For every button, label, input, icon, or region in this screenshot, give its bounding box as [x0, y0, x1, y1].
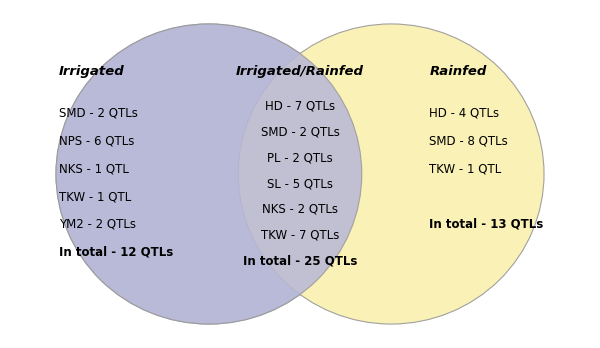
Ellipse shape [56, 24, 362, 324]
Text: Irrigated: Irrigated [59, 65, 125, 78]
Text: Irrigated/Rainfed: Irrigated/Rainfed [236, 65, 364, 78]
Text: TKW - 1 QTL: TKW - 1 QTL [430, 162, 502, 175]
Text: Rainfed: Rainfed [430, 65, 487, 78]
Ellipse shape [56, 24, 362, 324]
Text: SMD - 2 QTLs: SMD - 2 QTLs [59, 106, 138, 119]
Text: SMD - 2 QTLs: SMD - 2 QTLs [260, 125, 340, 138]
Text: TKW - 1 QTL: TKW - 1 QTL [59, 190, 131, 203]
Text: TKW - 7 QTLs: TKW - 7 QTLs [261, 229, 339, 242]
Ellipse shape [238, 24, 544, 324]
Text: HD - 4 QTLs: HD - 4 QTLs [430, 106, 499, 119]
Text: NKS - 1 QTL: NKS - 1 QTL [59, 162, 129, 175]
Text: YM2 - 2 QTLs: YM2 - 2 QTLs [59, 218, 136, 231]
Text: SL - 5 QTLs: SL - 5 QTLs [267, 177, 333, 190]
Text: In total - 25 QTLs: In total - 25 QTLs [243, 255, 357, 268]
Text: In total - 12 QTLs: In total - 12 QTLs [59, 246, 173, 259]
Text: In total - 13 QTLs: In total - 13 QTLs [430, 218, 544, 231]
Text: NKS - 2 QTLs: NKS - 2 QTLs [262, 203, 338, 216]
Text: PL - 2 QTLs: PL - 2 QTLs [267, 151, 333, 164]
Text: SMD - 8 QTLs: SMD - 8 QTLs [430, 134, 508, 147]
Text: NPS - 6 QTLs: NPS - 6 QTLs [59, 134, 134, 147]
Text: HD - 7 QTLs: HD - 7 QTLs [265, 99, 335, 112]
